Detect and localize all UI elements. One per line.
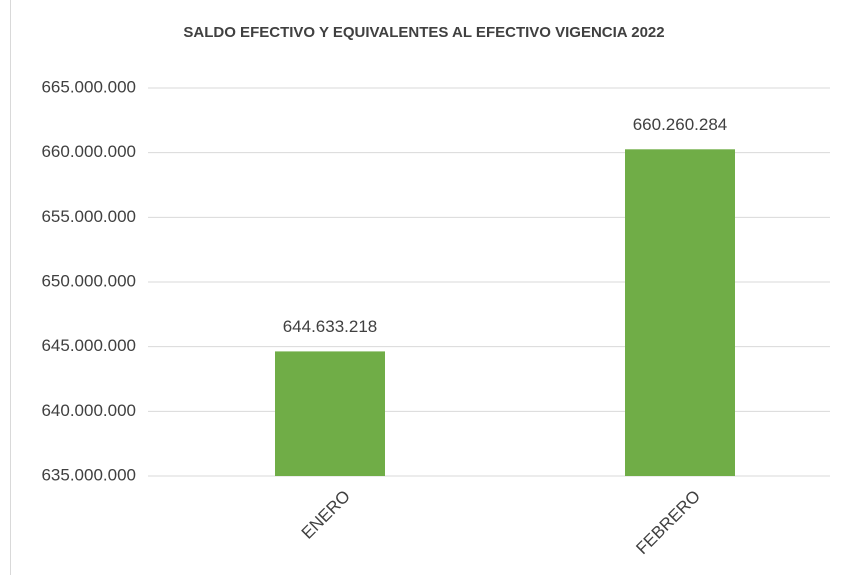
y-tick-label: 645.000.000 — [41, 336, 136, 355]
y-tick-label: 665.000.000 — [41, 77, 136, 96]
chart-title: SALDO EFECTIVO Y EQUIVALENTES AL EFECTIV… — [183, 24, 664, 41]
bar — [275, 351, 385, 476]
y-tick-label: 640.000.000 — [41, 401, 136, 420]
y-tick-label: 655.000.000 — [41, 207, 136, 226]
y-tick-label: 650.000.000 — [41, 271, 136, 290]
value-label: 644.633.218 — [283, 317, 378, 336]
y-tick-label: 660.000.000 — [41, 142, 136, 161]
bar — [625, 149, 735, 476]
value-label: 660.260.284 — [633, 115, 728, 134]
y-tick-label: 635.000.000 — [41, 465, 136, 484]
